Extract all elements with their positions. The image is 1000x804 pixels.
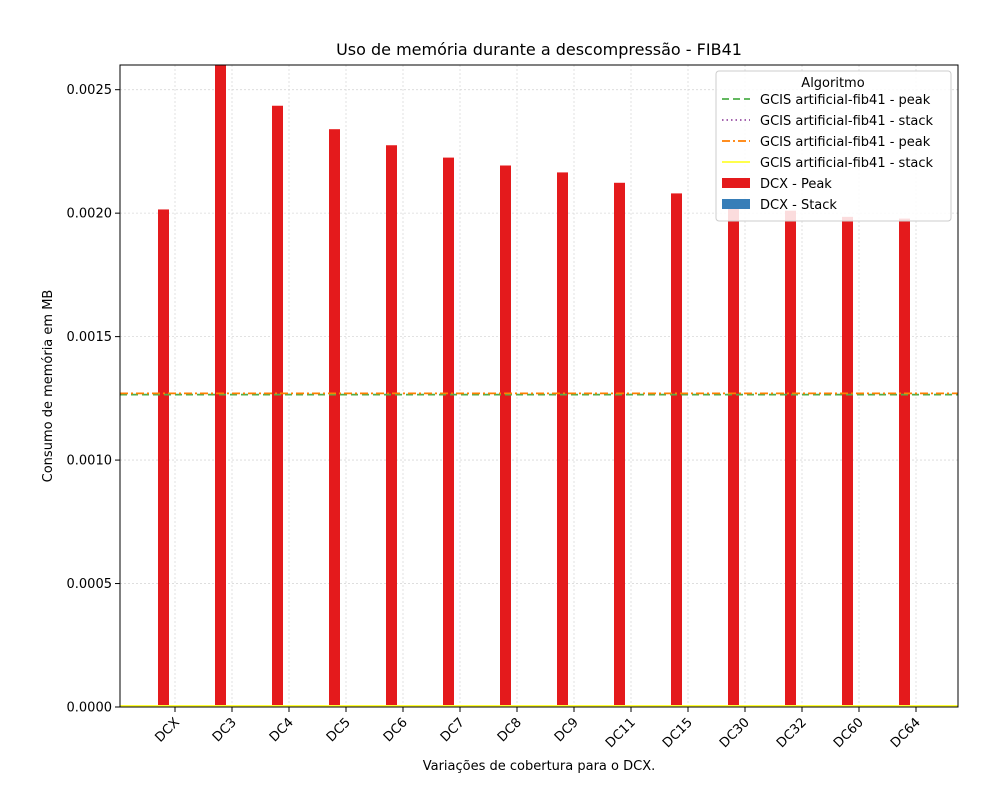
legend-title: Algoritmo	[801, 76, 864, 91]
bar-dcx-peak-dc7	[443, 157, 454, 707]
x-axis: DCX DC3 DC4 DC5 DC6 DC7 DC8 DC9 DC11 DC15 DC30 DC32…	[152, 707, 924, 751]
bars	[158, 65, 921, 708]
bar-dcx-peak-dc5	[329, 129, 340, 707]
legend-swatch-bar-1	[722, 199, 750, 209]
bar-dcx-peak-dc15	[671, 193, 682, 707]
bar-dcx-peak-dcx	[158, 209, 169, 707]
x-tick-label: DC5	[324, 715, 354, 745]
y-tick-label: 0.0010	[67, 454, 113, 469]
x-tick-label: DC11	[603, 715, 639, 751]
plot-frame	[119, 64, 959, 708]
legend-box	[715, 70, 952, 222]
x-tick-label: DC6	[381, 715, 411, 745]
x-tick-label: DC3	[210, 715, 240, 745]
x-tick-label: DC15	[660, 715, 696, 751]
bar-dcx-peak-dc60	[842, 216, 853, 707]
x-tick-label: DC8	[495, 715, 525, 745]
bar-dcx-peak-dc30	[728, 206, 739, 708]
x-tick-label: DC32	[774, 715, 810, 751]
y-tick-label: 0.0025	[67, 83, 113, 98]
x-tick-label: DC64	[888, 715, 924, 751]
bar-dcx-peak-dc4	[272, 105, 283, 707]
grid	[120, 65, 958, 708]
y-tick-label: 0.0015	[67, 330, 113, 345]
bar-dcx-peak-dc9	[557, 172, 568, 707]
x-tick-label: DCX	[152, 715, 182, 745]
legend-swatch-bar-0	[722, 178, 750, 188]
chart-title: Uso de memória durante a descompressão -…	[336, 40, 742, 59]
reference-lines	[120, 392, 958, 707]
legend-label: DCX - Stack	[760, 198, 837, 213]
y-tick-label: 0.0005	[67, 577, 113, 592]
bar-dcx-peak-dc32	[785, 210, 796, 707]
legend-label: GCIS artificial-fib41 - stack	[760, 114, 934, 129]
x-tick-label: DC9	[552, 715, 582, 745]
bar-dcx-peak-dc6	[386, 145, 397, 707]
x-tick-label: DC30	[717, 715, 753, 751]
legend: Algoritmo GCIS artificial-fib41 - peak GC…	[715, 70, 952, 222]
x-tick-label: DC60	[831, 715, 867, 751]
bar-dcx-peak-dc11	[614, 182, 625, 708]
bar-dcx-peak-dc8	[500, 165, 511, 708]
x-tick-label: DC4	[267, 715, 297, 745]
y-tick-label: 0.0020	[67, 207, 113, 222]
x-axis-label: Variações de cobertura para o DCX.	[423, 759, 656, 774]
bar-dcx-peak-dc64	[899, 218, 910, 707]
bar-dcx-peak-dc3	[215, 65, 226, 707]
y-axis-label: Consumo de memória em MB	[41, 290, 56, 483]
x-tick-label: DC7	[438, 715, 468, 745]
legend-label: GCIS artificial-fib41 - peak	[760, 135, 931, 150]
y-tick-label: 0.0000	[67, 701, 113, 716]
legend-label: GCIS artificial-fib41 - peak	[760, 93, 931, 108]
y-axis: 0.0000 0.0005 0.0010 0.0015 0.0020 0.0025	[67, 83, 120, 716]
legend-label: GCIS artificial-fib41 - stack	[760, 156, 934, 171]
legend-label: DCX - Peak	[760, 177, 832, 192]
